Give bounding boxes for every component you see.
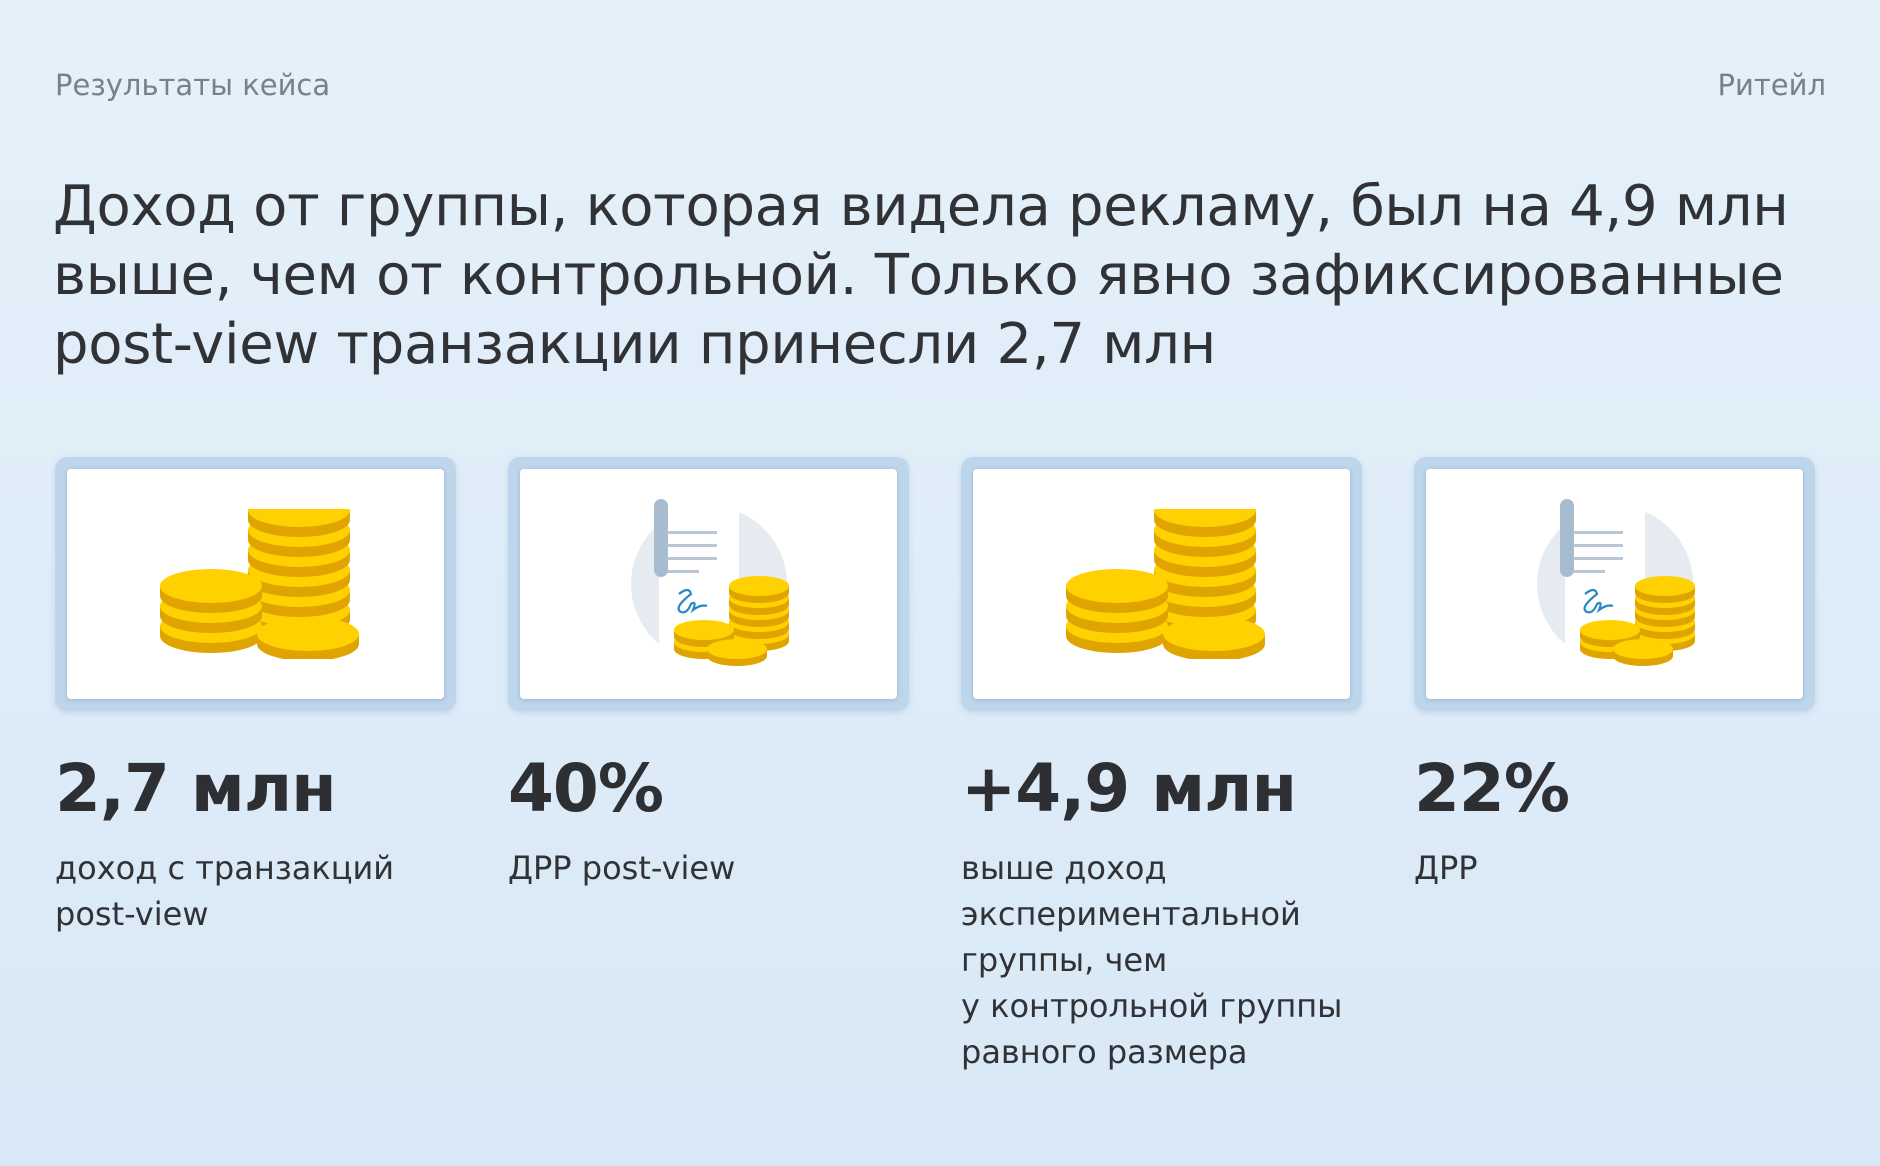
metrics-grid: 2,7 млн доход с транзакций post-view — [55, 457, 1815, 1077]
coins-stack-icon — [1065, 509, 1265, 659]
metric-card: +4,9 млн выше доход экспериментальной гр… — [961, 457, 1362, 1075]
metric-value: 2,7 млн — [55, 750, 337, 827]
metric-description-line: экспериментальной — [961, 895, 1301, 933]
headline-line-3: post-view транзакции принесли 2,7 млн — [53, 312, 1216, 377]
metric-description-line: у контрольной группы — [961, 987, 1343, 1025]
metric-description: выше доход экспериментальной группы, чем… — [961, 845, 1361, 1075]
card-image — [1426, 469, 1803, 699]
metric-value: +4,9 млн — [961, 750, 1297, 827]
card-image — [67, 469, 444, 699]
section-label: Результаты кейса — [55, 68, 331, 102]
document-coins-icon — [1536, 499, 1695, 666]
metric-card: 40% ДРР post-view — [508, 457, 909, 891]
metric-value: 22% — [1414, 750, 1570, 827]
metric-card: 2,7 млн доход с транзакций post-view — [55, 457, 456, 937]
category-label: Ритейл — [1717, 68, 1826, 102]
metric-description-line: ДРР post-view — [508, 849, 736, 887]
headline: Доход от группы, которая видела рекламу,… — [53, 172, 1813, 379]
metric-description-line: выше доход — [961, 849, 1167, 887]
metric-value: 40% — [508, 750, 664, 827]
metric-description-line: ДРР — [1414, 849, 1478, 887]
card-image — [520, 469, 897, 699]
card-frame — [1414, 457, 1815, 711]
metric-description-line: post-view — [55, 895, 209, 933]
metric-description: ДРР — [1414, 845, 1814, 891]
metric-description: доход с транзакций post-view — [55, 845, 455, 937]
document-coins-icon — [630, 499, 789, 666]
card-frame — [55, 457, 456, 711]
metric-description-line: группы, чем — [961, 941, 1168, 979]
metric-description-line: доход с транзакций — [55, 849, 395, 887]
headline-line-1: Доход от группы, которая видела рекламу,… — [53, 174, 1789, 239]
card-frame — [508, 457, 909, 711]
card-image — [973, 469, 1350, 699]
metric-description: ДРР post-view — [508, 845, 908, 891]
headline-line-2: выше, чем от контрольной. Только явно за… — [53, 243, 1784, 308]
metric-description-line: равного размера — [961, 1033, 1248, 1071]
card-frame — [961, 457, 1362, 711]
metric-card: 22% ДРР — [1414, 457, 1815, 891]
coins-stack-icon — [159, 509, 359, 659]
